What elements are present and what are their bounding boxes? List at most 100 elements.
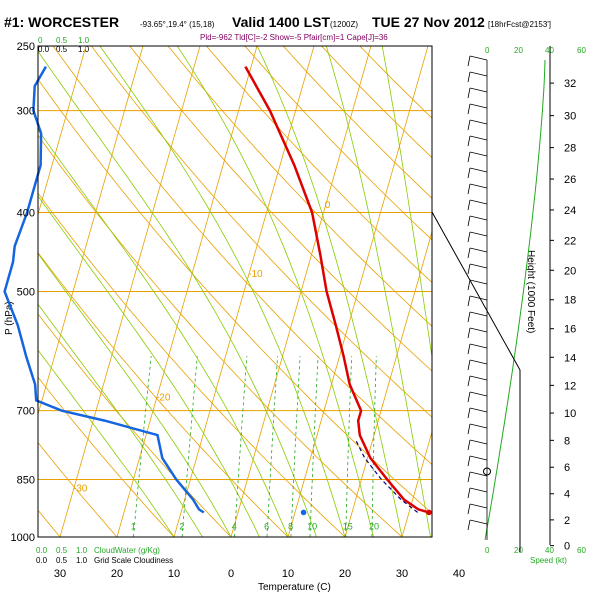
height-tick-label-32: 32 <box>564 78 576 90</box>
wind-barb-flag-15 <box>467 295 471 307</box>
wind-barb-shaft-26 <box>469 471 488 477</box>
wind-barb-flag-18 <box>467 343 471 355</box>
pressure-tick-label-300: 300 <box>17 106 35 118</box>
wind-barb-flag-16 <box>467 311 471 323</box>
wind-barb-shaft-0 <box>469 55 488 61</box>
height-tick-label-14: 14 <box>564 352 576 364</box>
wind-barb-flag-26 <box>467 471 471 483</box>
height-tick-label-22: 22 <box>564 235 576 247</box>
height-tick-label-4: 4 <box>564 489 570 501</box>
wind-barb-27 <box>467 487 488 499</box>
x-axis-title: Temperature (C) <box>258 582 331 593</box>
wind-barb-21 <box>467 391 488 403</box>
wind-barb-flag-27 <box>467 487 471 499</box>
wind-barb-flag-24 <box>467 439 471 451</box>
wind-barb-flag-0 <box>467 55 471 67</box>
dry-adiabat-30 <box>38 134 403 537</box>
speed-tick-top-0: 0 <box>485 46 490 55</box>
temp-tick-label-4: 10 <box>282 568 294 580</box>
wind-barb-24 <box>467 439 488 451</box>
temp-tick-label-6: 30 <box>396 568 408 580</box>
series-parcel <box>355 439 418 513</box>
height-tick-label-28: 28 <box>564 143 576 155</box>
dry-adiabat-50 <box>52 46 432 466</box>
mixing-ratio-10 <box>309 356 319 537</box>
wind-barb-shaft-12 <box>469 247 488 253</box>
cloud-scale-bottom-green-0: 0.0 <box>36 546 48 555</box>
moist-adiabat--5 <box>38 303 203 537</box>
mixing-ratio-4 <box>234 356 248 537</box>
chart-marks <box>3 55 546 541</box>
wind-speed-curve <box>484 59 546 541</box>
isotherm--10 <box>173 46 315 537</box>
wind-barb-13 <box>467 263 488 275</box>
height-tick-label-16: 16 <box>564 324 576 336</box>
dry-adiabat-90 <box>206 46 432 283</box>
wind-barb-shaft-6 <box>469 151 488 157</box>
wind-barb-flag-9 <box>467 199 471 211</box>
moist-adiabat-5 <box>38 195 260 537</box>
wind-barb-20 <box>467 375 488 387</box>
wind-barb-26 <box>467 471 488 483</box>
isotherm--20 <box>116 46 258 537</box>
surface-dew-marker <box>300 509 307 516</box>
dry-adiabat-20 <box>38 192 346 537</box>
wind-barb-flag-4 <box>467 119 471 131</box>
wind-barb-flag-13 <box>467 263 471 275</box>
moist-adiabat-30 <box>256 46 403 537</box>
wind-barb-shaft-22 <box>469 407 488 413</box>
height-axis-title: Height (1000 Feet) <box>525 250 536 333</box>
moist-adiabat-25 <box>176 46 374 537</box>
station-coords: -93.65°,19.4° (15,18) <box>140 20 215 29</box>
mixing-ratio-8 <box>290 356 301 537</box>
height-tick-label-20: 20 <box>564 265 576 277</box>
dry-adiabat-label-4: -30 <box>73 484 88 495</box>
height-tick-label-2: 2 <box>564 515 570 527</box>
dry-adiabat-80 <box>167 46 432 327</box>
temp-tick-label-5: 20 <box>339 568 351 580</box>
y-axis-title: P (hPa) <box>4 301 15 335</box>
wind-barb-flag-8 <box>467 183 471 195</box>
speed-tick-bottom-0: 0 <box>485 546 490 555</box>
height-tick-label-12: 12 <box>564 380 576 392</box>
wind-barb-shaft-4 <box>469 119 488 125</box>
wind-barb-shaft-24 <box>469 439 488 445</box>
cloud-scale-top-0: 0.0 <box>38 45 50 54</box>
wind-barb-flag-25 <box>467 455 471 467</box>
dry-adiabat-40 <box>38 78 432 514</box>
wind-barb-flag-19 <box>467 359 471 371</box>
wind-barb-shaft-10 <box>469 215 488 221</box>
wind-barb-18 <box>467 343 488 355</box>
speed-tick-top-3: 60 <box>577 46 586 55</box>
height-tick-label-18: 18 <box>564 295 576 307</box>
wind-barb-4 <box>467 119 488 131</box>
wind-barb-shaft-13 <box>469 263 488 269</box>
dry-adiabat--10 <box>38 376 175 537</box>
wind-barb-flag-22 <box>467 407 471 419</box>
dry-adiabat-10 <box>38 252 289 537</box>
wind-barb-shaft-19 <box>469 359 488 365</box>
wind-barb-flag-1 <box>467 71 471 83</box>
isotherm-10 <box>287 46 429 537</box>
wind-barb-flag-10 <box>467 215 471 227</box>
moist-adiabat-15 <box>38 50 317 537</box>
moist-adiabat-0 <box>38 252 232 537</box>
wind-barb-flag-21 <box>467 391 471 403</box>
stability-indices: Pld=-962 Tld[C]=-2 Show=-5 Pfair[cm]=1 C… <box>200 33 388 42</box>
wind-panel-outline <box>431 211 521 552</box>
cloud-scale-bottom-green-1: 0.5 <box>56 546 68 555</box>
speed-axis-bottom: 0 20 40 60 Speed (kt) <box>485 546 586 565</box>
wind-barb-15 <box>467 295 488 307</box>
series-dewpoint <box>3 65 205 514</box>
speed-tick-bottom-2: 40 <box>545 546 554 555</box>
wind-barb-shaft-1 <box>469 71 488 77</box>
wind-barb-2 <box>467 87 488 99</box>
wind-barb-16 <box>467 311 488 323</box>
dry-adiabat-label-5: 0 <box>514 136 520 147</box>
wind-barb-shaft-20 <box>469 375 488 381</box>
wind-barb-flag-6 <box>467 151 471 163</box>
speed-tick-bottom-3: 60 <box>577 546 586 555</box>
mixing-ratio-label-20: 20 <box>369 521 379 531</box>
wind-barb-0 <box>467 55 488 67</box>
